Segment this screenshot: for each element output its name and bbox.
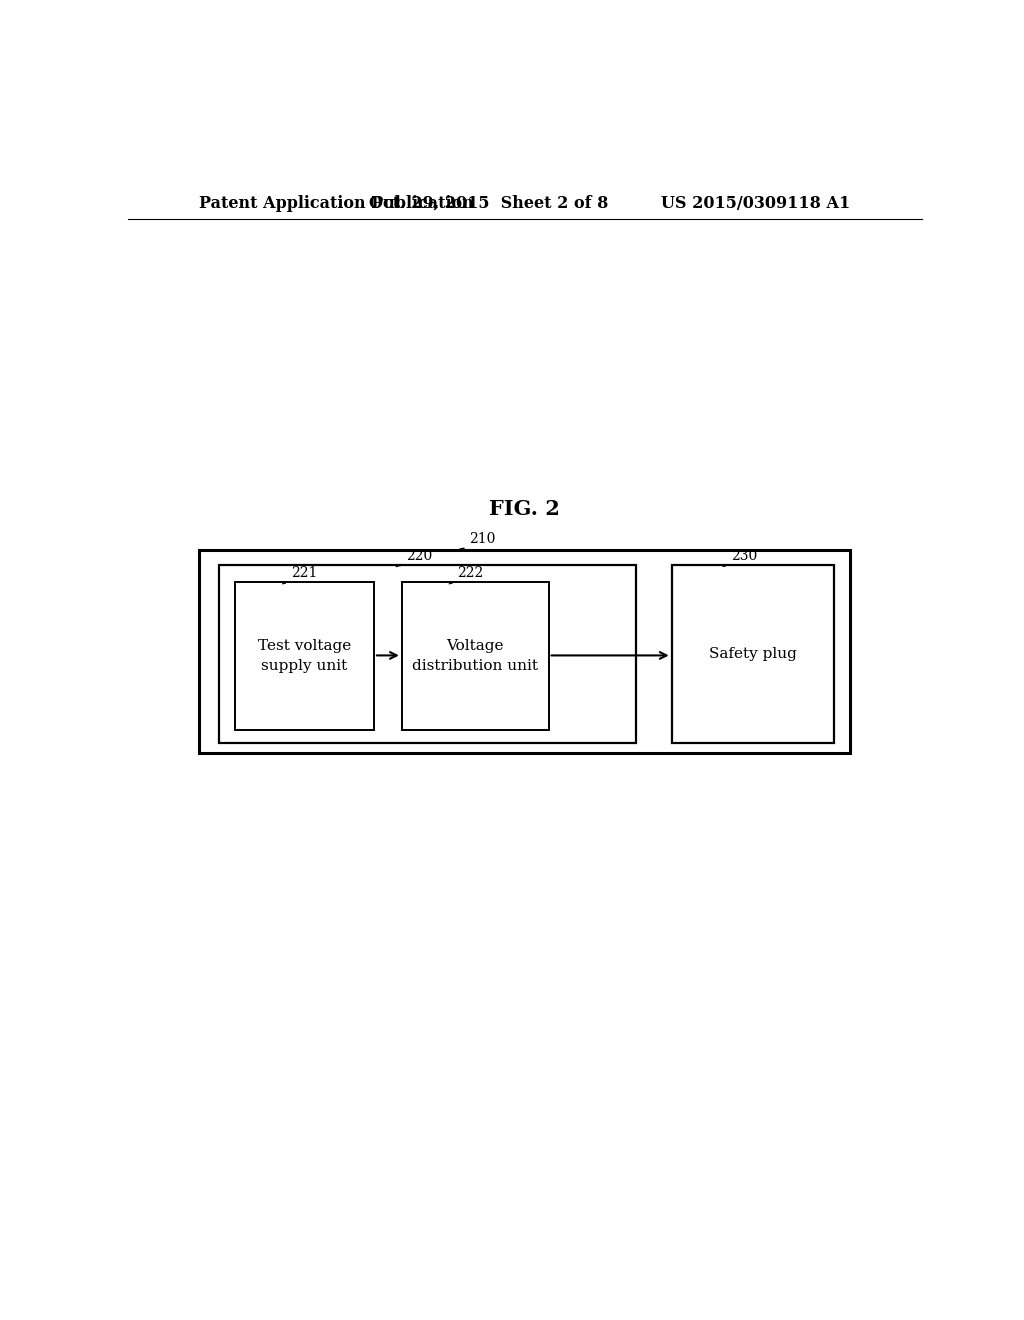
Text: 220: 220 [406,549,432,562]
Text: US 2015/0309118 A1: US 2015/0309118 A1 [660,194,850,211]
Bar [401,582,549,730]
Text: FIG. 2: FIG. 2 [489,499,560,519]
Text: 230: 230 [731,549,758,562]
Bar [219,565,636,743]
Text: Voltage
distribution unit: Voltage distribution unit [413,639,539,673]
Text: Safety plug: Safety plug [709,647,797,661]
Text: 210: 210 [469,532,496,545]
Bar [672,565,835,743]
Bar [236,582,374,730]
Text: Test voltage
supply unit: Test voltage supply unit [258,639,351,673]
Text: Oct. 29, 2015  Sheet 2 of 8: Oct. 29, 2015 Sheet 2 of 8 [370,194,609,211]
Bar [200,549,850,752]
Text: 222: 222 [458,566,483,581]
Text: 221: 221 [291,566,317,581]
Text: Patent Application Publication: Patent Application Publication [200,194,474,211]
